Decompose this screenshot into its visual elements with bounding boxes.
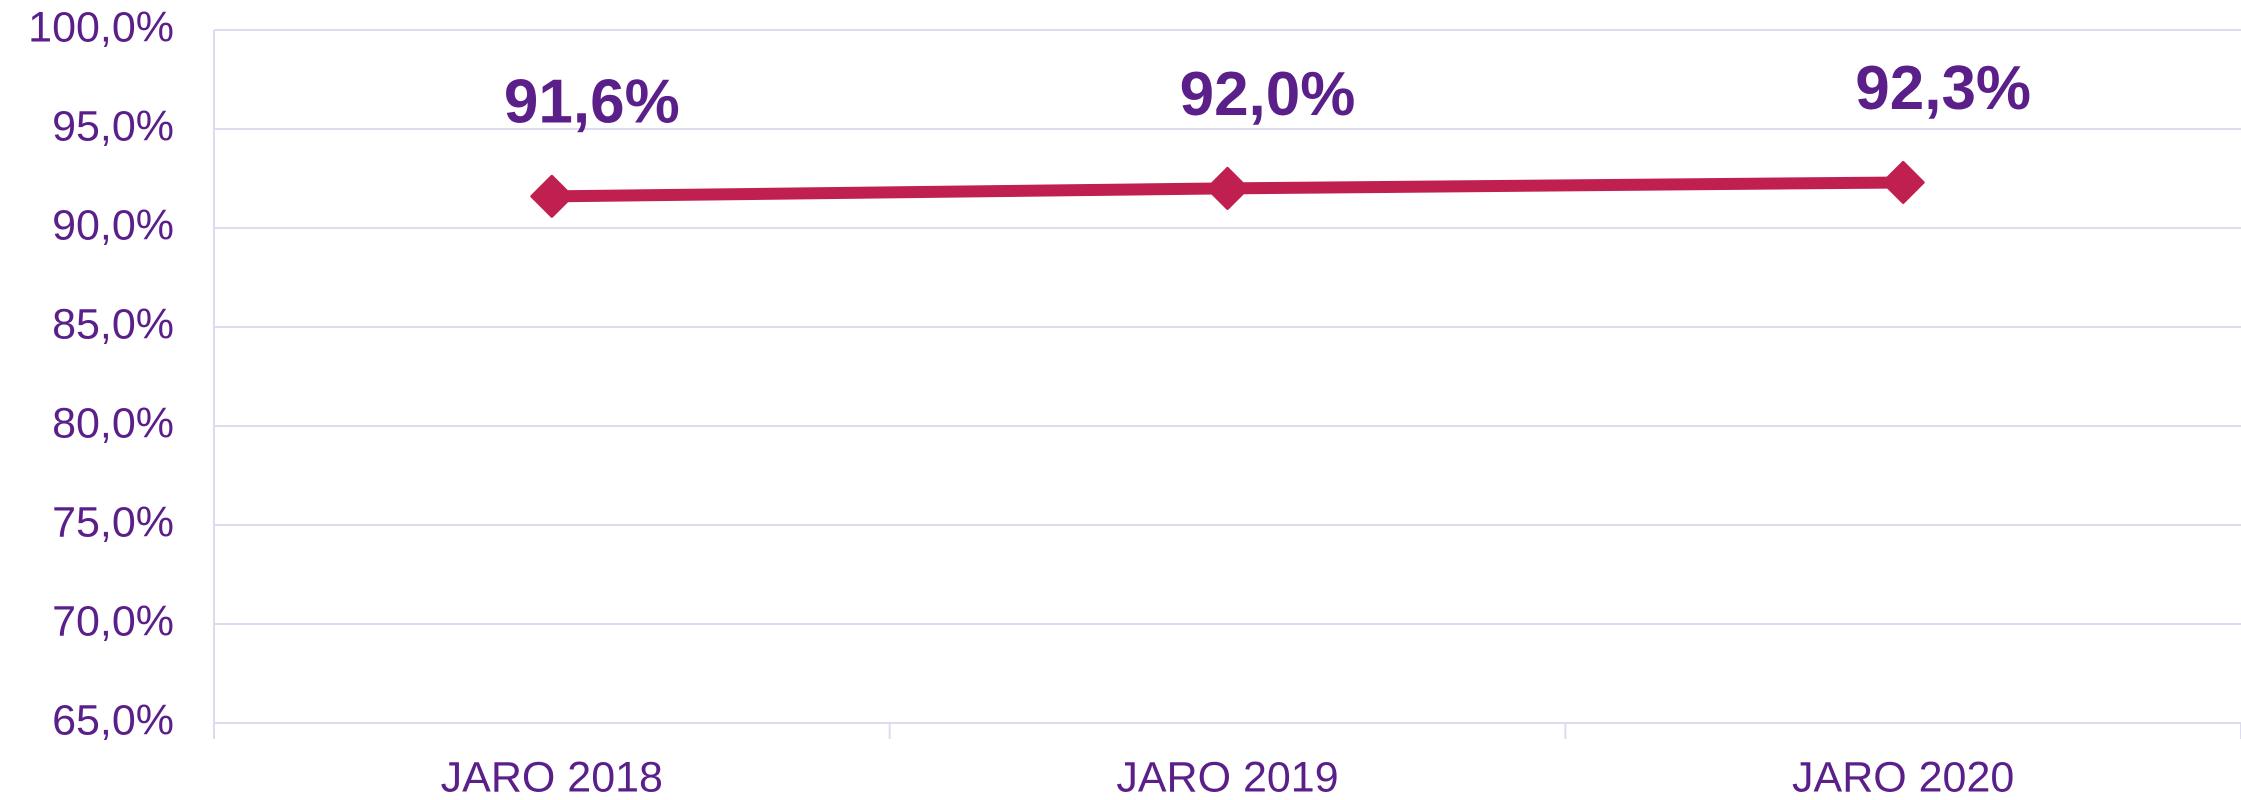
x-tick-label: JARO 2018 bbox=[441, 753, 663, 800]
data-label: 91,6% bbox=[504, 68, 680, 137]
y-tick-label: 65,0% bbox=[52, 696, 174, 744]
marker bbox=[530, 174, 574, 218]
y-tick-label: 85,0% bbox=[52, 300, 174, 348]
x-tick-label: JARO 2020 bbox=[1792, 753, 2014, 800]
x-tick-label: JARO 2019 bbox=[1116, 753, 1338, 800]
data-label: 92,0% bbox=[1180, 60, 1356, 129]
y-tick-label: 95,0% bbox=[52, 102, 174, 150]
marker bbox=[1881, 160, 1925, 204]
data-label: 92,3% bbox=[1855, 54, 2031, 123]
y-tick-label: 70,0% bbox=[52, 597, 174, 645]
y-tick-label: 90,0% bbox=[52, 201, 174, 249]
marker bbox=[1206, 166, 1249, 210]
y-tick-label: 100,0% bbox=[28, 3, 174, 51]
y-tick-label: 75,0% bbox=[52, 498, 174, 546]
y-tick-label: 80,0% bbox=[52, 399, 174, 447]
